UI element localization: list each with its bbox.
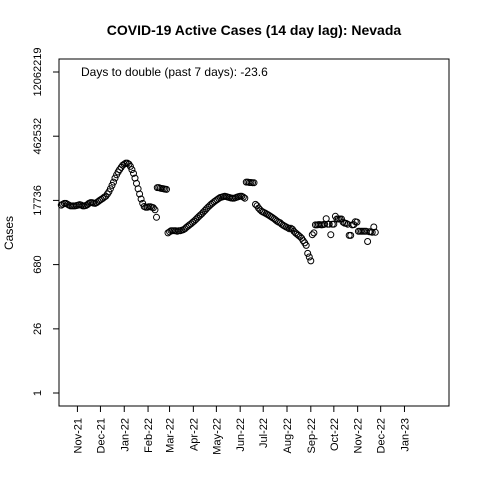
data-point	[325, 220, 333, 228]
data-point	[128, 166, 136, 174]
x-tick-label: Jan-22	[119, 418, 131, 452]
data-point	[250, 179, 258, 187]
y-axis: 1 26 680 17736 462532 12062219	[32, 48, 59, 396]
y-axis-label: Cases	[2, 216, 16, 250]
x-tick-label: Aug-22	[282, 418, 294, 453]
data-point	[126, 162, 134, 170]
x-tick-label: Nov-21	[72, 418, 84, 453]
data-point	[305, 253, 313, 261]
x-tick-label: Oct-22	[329, 418, 341, 451]
data-point	[153, 213, 160, 221]
data-point	[106, 185, 114, 193]
x-axis: Nov-21 Dec-21 Jan-22 Feb-22 Mar-22 Apr-22 May-…	[72, 406, 411, 455]
data-point	[284, 224, 292, 232]
data-point	[307, 257, 315, 265]
data-point	[151, 206, 159, 214]
data-point	[310, 229, 318, 237]
plot-frame	[58, 58, 450, 407]
data-points	[57, 159, 379, 265]
y-tick-label: 680	[32, 255, 44, 273]
x-tick-label: Apr-22	[188, 418, 200, 451]
data-point	[308, 231, 316, 239]
x-tick-label: Jan-23	[399, 418, 411, 452]
data-point	[304, 249, 312, 257]
data-point	[149, 204, 157, 212]
data-point	[163, 185, 170, 193]
data-point	[110, 178, 117, 186]
data-point	[347, 231, 355, 239]
data-point	[330, 220, 338, 228]
data-point	[302, 241, 310, 249]
data-point	[327, 231, 335, 239]
x-tick-label: Jul-22	[258, 418, 270, 448]
x-tick-label: Dec-21	[95, 418, 107, 453]
y-tick-label: 1	[32, 390, 44, 396]
x-tick-label: Sep-22	[306, 418, 318, 453]
data-point	[371, 228, 379, 236]
x-tick-label: Dec-22	[376, 418, 388, 453]
y-tick-label: 26	[32, 323, 44, 335]
data-point	[136, 190, 144, 198]
data-point	[111, 174, 119, 182]
x-tick-label: May-22	[211, 418, 223, 455]
chart-title: COVID-19 Active Cases (14 day lag): Neva…	[107, 22, 402, 38]
y-tick-label: 462532	[32, 118, 44, 155]
data-point	[364, 238, 372, 245]
data-point	[108, 181, 116, 189]
data-point	[353, 218, 361, 226]
x-tick-label: Nov-22	[353, 418, 365, 453]
y-tick-label: 17736	[32, 185, 44, 216]
data-point	[239, 193, 247, 201]
data-point	[120, 160, 128, 168]
x-tick-label: Mar-22	[165, 418, 177, 453]
days-to-double-annotation: Days to double (past 7 days): -23.6	[81, 65, 268, 79]
x-tick-label: Feb-22	[143, 418, 155, 453]
data-point	[130, 169, 137, 177]
data-point	[241, 194, 249, 202]
data-point	[137, 195, 145, 203]
x-tick-label: Jun-22	[235, 418, 247, 452]
y-tick-label: 12062219	[32, 48, 44, 97]
